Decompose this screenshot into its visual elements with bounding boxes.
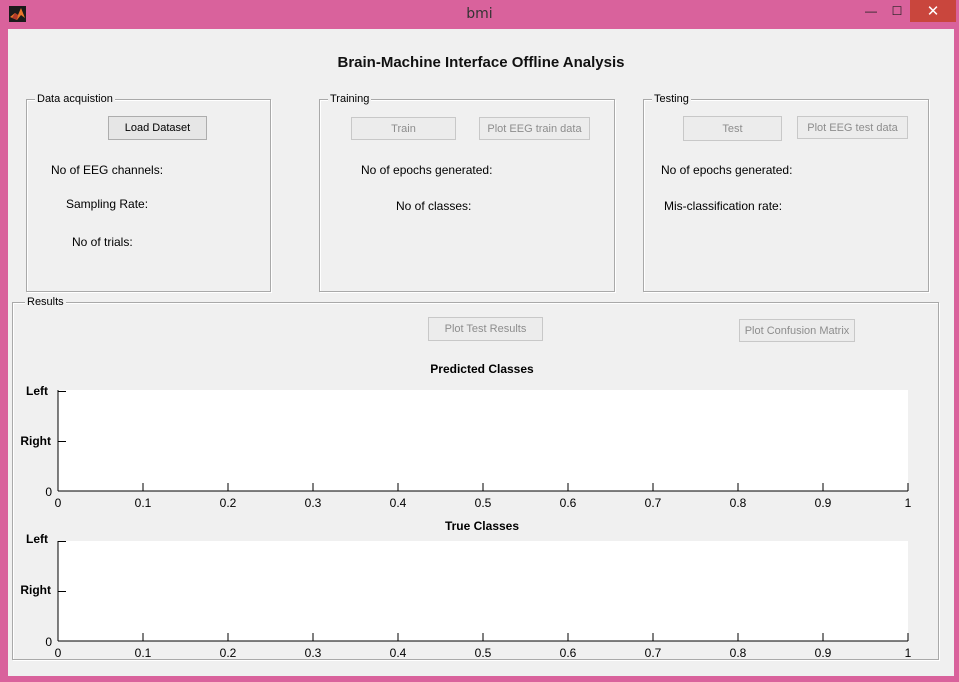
x-tick-label: 0.3 [304,496,322,510]
x-tick-label: 0.4 [389,496,407,510]
training-title: Training [328,92,372,106]
testing-panel: Testing Test Plot EEG test data No of ep… [643,92,929,292]
page-title: Brain-Machine Interface Offline Analysis [337,54,625,71]
plot-eeg-test-button[interactable]: Plot EEG test data [797,116,908,139]
eeg-channels-label: No of EEG channels: [51,163,164,177]
x-tick-label: 0 [54,496,62,510]
x-tick-label: 0.8 [729,646,747,660]
training-panel: Training Train Plot EEG train data No of… [319,92,615,292]
true-classes-plot[interactable] [58,541,908,641]
train-epochs-label: No of epochs generated: [361,163,493,177]
test-button[interactable]: Test [683,116,782,141]
title-bar[interactable]: bmi — ☐ ✕ [0,0,959,28]
test-epochs-label: No of epochs generated: [661,163,793,177]
results-title: Results [25,295,66,309]
predicted-classes-axes [57,390,909,492]
x-tick-label: 0.4 [389,646,407,660]
testing-title: Testing [652,92,691,106]
window-title: bmi [466,6,493,22]
y-tick-label: Left [26,384,48,398]
x-tick-label: 0.9 [814,646,832,660]
y-tick-label: Right [20,583,51,597]
misclassification-label: Mis-classification rate: [664,199,783,213]
chart-title: True Classes [444,519,520,533]
x-tick-label: 0.5 [474,646,492,660]
classes-label: No of classes: [396,199,472,213]
predicted-classes-plot[interactable] [58,390,908,491]
y-tick-label: 0 [45,485,52,499]
x-tick-label: 0.5 [474,496,492,510]
maximize-button[interactable]: ☐ [891,4,903,18]
x-tick-label: 1 [904,496,912,510]
load-dataset-button[interactable]: Load Dataset [108,116,207,140]
trials-label: No of trials: [72,235,133,249]
plot-eeg-train-button[interactable]: Plot EEG train data [479,117,590,140]
data-acquisition-title: Data acquistion [35,92,115,106]
x-tick-label: 0.3 [304,646,322,660]
plot-confusion-matrix-button[interactable]: Plot Confusion Matrix [739,319,855,342]
x-tick-label: 0.2 [219,646,237,660]
x-tick-label: 0.1 [134,646,152,660]
x-tick-label: 0.6 [559,646,577,660]
data-acquisition-panel: Data acquistion Load Dataset No of EEG c… [26,92,271,292]
figure-window: Brain-Machine Interface Offline Analysis… [8,29,954,676]
sampling-rate-label: Sampling Rate: [66,197,149,211]
x-tick-label: 0.7 [644,646,662,660]
chart-title: Predicted Classes [430,362,534,376]
x-tick-label: 0.1 [134,496,152,510]
x-tick-label: 0 [54,646,62,660]
plot-test-results-button[interactable]: Plot Test Results [428,317,543,341]
train-button[interactable]: Train [351,117,456,140]
x-tick-label: 0.6 [559,496,577,510]
y-tick-label: Left [26,532,48,546]
minimize-button[interactable]: — [865,4,877,18]
true-classes-axes [57,541,909,642]
y-tick-label: 0 [45,635,52,649]
results-panel: Results Plot Test Results Plot Confusion… [12,295,939,660]
y-tick-label: Right [20,434,51,448]
matlab-icon [9,6,26,22]
x-tick-label: 1 [904,646,912,660]
x-tick-label: 0.8 [729,496,747,510]
x-tick-label: 0.9 [814,496,832,510]
x-tick-label: 0.2 [219,496,237,510]
close-button[interactable]: ✕ [910,0,956,22]
x-tick-label: 0.7 [644,496,662,510]
